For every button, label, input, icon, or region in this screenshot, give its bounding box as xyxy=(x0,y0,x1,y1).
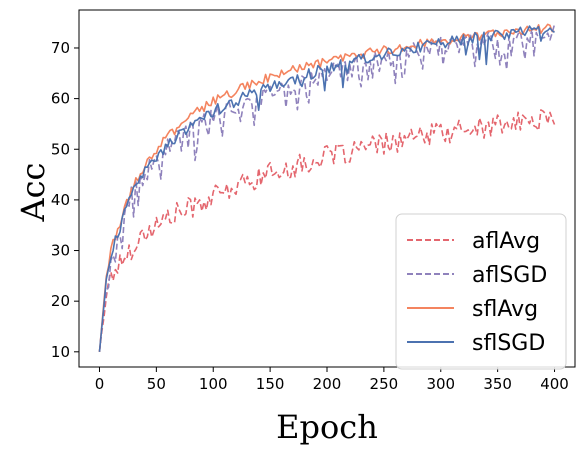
y-tick-label: 70 xyxy=(51,39,70,57)
legend-label-aflsgd: aflSGD xyxy=(472,263,547,288)
series-line-sflsgd xyxy=(98,25,555,352)
tick-layer: 0 50 100 150 200 250 300 350 400 10 20 30 40 50 60 70 xyxy=(51,39,569,393)
y-tick-label: 40 xyxy=(51,191,70,209)
y-tick-label: 10 xyxy=(51,343,70,361)
x-tick-label: 200 xyxy=(313,375,342,393)
y-tick-label: 30 xyxy=(51,242,70,260)
x-tick-label: 400 xyxy=(540,375,569,393)
y-tick-label: 60 xyxy=(51,90,70,108)
x-tick-label: 150 xyxy=(256,375,285,393)
y-tick-label: 50 xyxy=(51,140,70,158)
legend-box xyxy=(395,213,567,370)
plot-frame xyxy=(78,9,576,368)
x-tick-label: 0 xyxy=(95,375,105,393)
series-line-aflavg xyxy=(98,109,556,352)
legend-label-aflavg: aflAvg xyxy=(472,229,540,254)
x-tick-label: 300 xyxy=(426,375,455,393)
series-line-aflsgd xyxy=(98,24,556,352)
x-tick-label: 50 xyxy=(147,375,166,393)
x-axis-title: Epoch xyxy=(276,408,378,446)
x-tick-label: 100 xyxy=(199,375,228,393)
x-tick-label: 250 xyxy=(370,375,399,393)
series-line-sflavg xyxy=(98,23,555,352)
legend-label-sflavg: sflAvg xyxy=(472,297,538,322)
x-tick-label: 350 xyxy=(483,375,512,393)
legend: aflAvg aflSGD sflAvg sflSGD xyxy=(395,213,567,370)
y-axis-title: Acc xyxy=(14,163,52,223)
series-layer xyxy=(98,23,556,352)
legend-label-sflsgd: sflSGD xyxy=(472,331,545,356)
y-tick-label: 20 xyxy=(51,292,70,310)
